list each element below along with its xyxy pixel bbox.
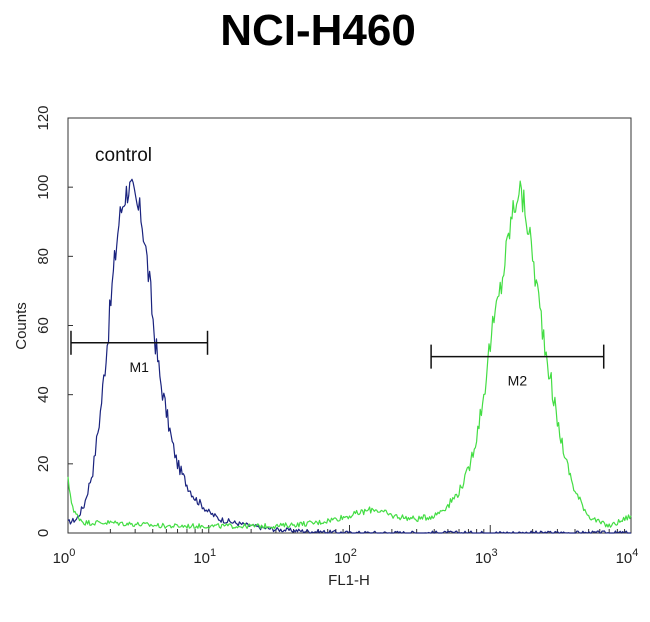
y-tick-label: 120 bbox=[35, 105, 52, 130]
plot-frame bbox=[67, 117, 632, 534]
series-layer bbox=[67, 178, 632, 534]
y-axis-ticks: 0 20 40 60 80 100 120 bbox=[35, 105, 73, 537]
y-tick-label: 60 bbox=[35, 317, 52, 334]
histogram-series-1 bbox=[67, 178, 631, 534]
y-tick-label: 100 bbox=[35, 175, 52, 200]
x-tick-label: 101 bbox=[193, 547, 216, 567]
control-annotation: control bbox=[95, 145, 152, 166]
x-axis-label: FL1-H bbox=[328, 572, 370, 589]
y-tick-label: 40 bbox=[35, 386, 52, 403]
histogram-series-2 bbox=[67, 180, 632, 530]
x-tick-label: 100 bbox=[53, 547, 76, 567]
gate-marker-label: M2 bbox=[508, 373, 528, 389]
x-tick-label: 103 bbox=[475, 547, 498, 567]
y-axis-label: Counts bbox=[13, 302, 30, 350]
x-tick-label: 104 bbox=[616, 547, 639, 567]
gate-markers: M1 M2 bbox=[70, 330, 605, 389]
y-tick-label: 0 bbox=[35, 529, 52, 537]
x-tick-label: 102 bbox=[334, 547, 357, 567]
y-tick-label: 80 bbox=[35, 248, 52, 265]
chart-title: NCI-H460 bbox=[220, 6, 416, 55]
y-tick-label: 20 bbox=[35, 455, 52, 472]
gate-marker-label: M1 bbox=[130, 359, 150, 375]
